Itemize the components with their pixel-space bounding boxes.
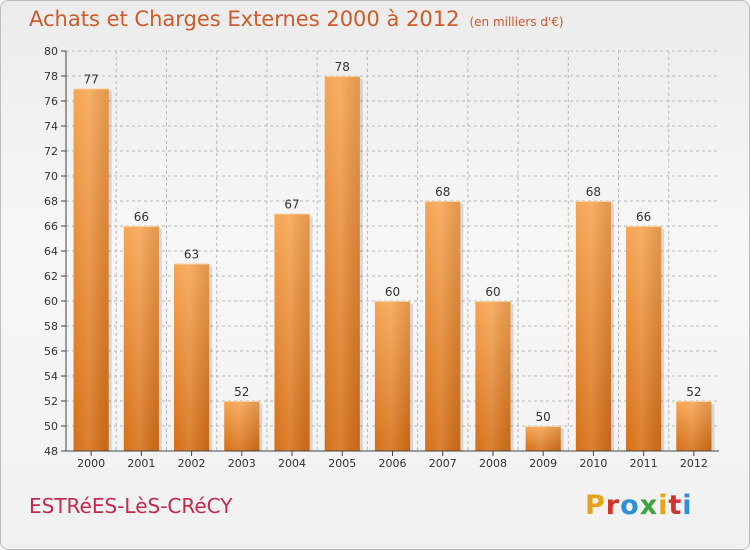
- data-label: 52: [234, 385, 249, 399]
- data-label: 60: [485, 285, 500, 299]
- data-label: 52: [686, 385, 701, 399]
- logo-letter: r: [605, 490, 621, 521]
- x-tick-label: 2001: [127, 457, 155, 470]
- y-tick-label: 52: [44, 395, 58, 408]
- y-tick-label: 72: [44, 145, 58, 158]
- y-tick-label: 48: [44, 445, 58, 458]
- x-tick-label: 2007: [429, 457, 457, 470]
- x-tick-label: 2008: [479, 457, 507, 470]
- data-label: 60: [385, 285, 400, 299]
- bar-highlight: [274, 213, 310, 451]
- bar-highlight: [73, 88, 109, 451]
- data-label: 66: [636, 210, 651, 224]
- x-tick-label: 2012: [680, 457, 708, 470]
- data-label: 66: [134, 210, 149, 224]
- bar-highlight: [324, 76, 360, 451]
- bar-highlight: [525, 426, 561, 451]
- location-name: ESTRéES-LèS-CRéCY: [29, 494, 233, 518]
- data-label: 63: [184, 248, 199, 262]
- x-tick-label: 2005: [328, 457, 356, 470]
- bar-highlight: [224, 401, 260, 451]
- logo-letter: t: [668, 490, 683, 521]
- y-tick-label: 58: [44, 320, 58, 333]
- x-tick-label: 2004: [278, 457, 306, 470]
- y-tick-label: 78: [44, 70, 58, 83]
- logo-letter: P: [585, 490, 606, 521]
- y-tick-label: 64: [44, 245, 58, 258]
- logo-letter: x: [639, 490, 659, 521]
- y-tick-label: 50: [44, 420, 58, 433]
- x-tick-label: 2006: [379, 457, 407, 470]
- y-tick-label: 62: [44, 270, 58, 283]
- x-tick-label: 2003: [228, 457, 256, 470]
- bar-highlight: [575, 201, 612, 451]
- x-tick-label: 2002: [178, 457, 206, 470]
- logo-letter: i: [658, 490, 669, 521]
- bar-highlight: [173, 263, 210, 451]
- data-label: 50: [536, 410, 551, 424]
- bar-highlight: [475, 301, 511, 451]
- chart-unit: (en milliers d'€): [469, 15, 564, 29]
- y-tick-label: 80: [44, 45, 58, 58]
- proxiti-logo: Proxiti: [585, 490, 693, 521]
- x-tick-label: 2009: [529, 457, 557, 470]
- bar-highlight: [425, 201, 461, 451]
- data-label: 77: [83, 73, 98, 87]
- x-tick-label: 2011: [630, 457, 658, 470]
- x-tick-label: 2010: [579, 457, 607, 470]
- y-tick-label: 56: [44, 345, 58, 358]
- y-tick-label: 74: [44, 120, 58, 133]
- y-tick-label: 76: [44, 95, 58, 108]
- y-tick-label: 66: [44, 220, 58, 233]
- chart-title: Achats et Charges Externes 2000 à 2012 (e…: [29, 7, 564, 31]
- chart-title-text: Achats et Charges Externes 2000 à 2012: [29, 7, 460, 31]
- bars: 77 66 63 52 67 78 60 68 60 50 68 66 52: [73, 60, 715, 451]
- x-tick-label: 2000: [77, 457, 105, 470]
- data-label: 67: [284, 198, 299, 212]
- bar-highlight: [626, 226, 662, 451]
- data-label: 68: [435, 185, 450, 199]
- logo-letter: o: [620, 490, 640, 521]
- data-label: 78: [335, 60, 350, 74]
- y-tick-label: 70: [44, 170, 58, 183]
- data-label: 68: [586, 185, 601, 199]
- y-tick-label: 54: [44, 370, 58, 383]
- y-tick-label: 60: [44, 295, 58, 308]
- bar-highlight: [676, 401, 712, 451]
- logo-letter: i: [682, 490, 693, 521]
- axes: 48 50 52 54 56 58 60 62 64 66 68 70 72 74 76 78 80 2000 20…: [44, 45, 719, 470]
- bar-highlight: [374, 301, 411, 451]
- y-tick-label: 68: [44, 195, 58, 208]
- bar-highlight: [123, 226, 159, 451]
